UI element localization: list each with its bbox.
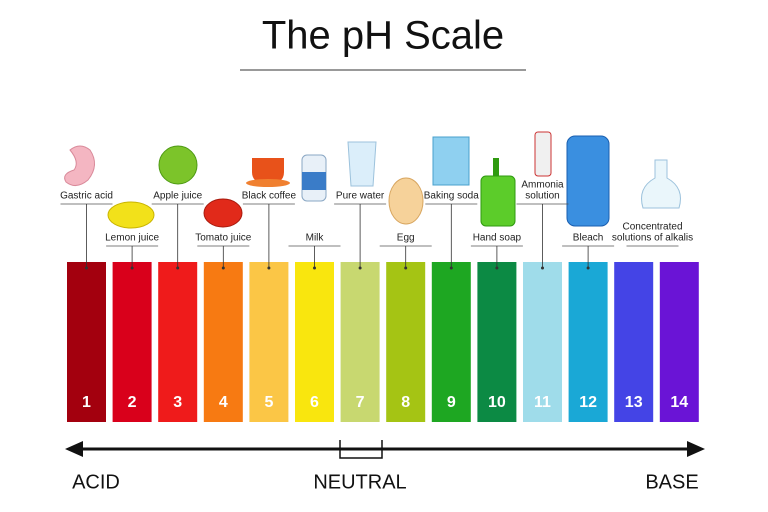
- pointer-dot: [495, 266, 499, 270]
- pointer-dot: [85, 266, 88, 270]
- ph-number: 12: [579, 394, 597, 411]
- egg-icon: [388, 177, 424, 225]
- pointer-dot: [586, 266, 590, 270]
- flask-icon: [641, 159, 681, 209]
- ammonia-icon: [534, 131, 552, 177]
- pointer-dot: [221, 266, 225, 270]
- ph-number: 8: [401, 394, 410, 411]
- bleach-icon: [566, 135, 610, 227]
- example-label: Gastric acid: [60, 191, 113, 202]
- glass-icon: [347, 141, 377, 187]
- ph-number: 10: [488, 394, 506, 411]
- example-label: Pure water: [336, 191, 385, 202]
- example-label: solution: [525, 191, 559, 202]
- example-label: Milk: [306, 233, 325, 244]
- pointer-dot: [404, 266, 408, 270]
- ph-number: 2: [128, 394, 137, 411]
- stomach-icon: [64, 145, 95, 186]
- ph-number: 13: [625, 394, 643, 411]
- saucer-icon: [246, 179, 290, 187]
- example-label: Hand soap: [473, 233, 522, 244]
- ph-bar: [386, 262, 426, 422]
- example-label: Apple juice: [153, 191, 202, 202]
- ph-number: 14: [670, 394, 688, 411]
- neutral-label: NEUTRAL: [313, 471, 406, 493]
- example-label: solutions of alkalis: [612, 233, 693, 244]
- ph-bar: [340, 262, 380, 422]
- icons: [64, 131, 681, 229]
- ph-number: 1: [82, 394, 91, 411]
- ph-number: 11: [534, 394, 551, 411]
- ph-number: 6: [310, 394, 319, 411]
- baking-soda-icon: [432, 136, 470, 186]
- acid-label: ACID: [72, 471, 120, 493]
- cup-icon: [252, 158, 284, 184]
- example-label: Concentrated: [622, 222, 682, 233]
- ph-number: 4: [219, 394, 228, 411]
- milk-label-icon: [302, 172, 326, 190]
- neutral-bracket: [339, 440, 383, 459]
- ph-bar: [614, 262, 654, 422]
- base-label: BASE: [645, 471, 698, 493]
- example-label: Lemon juice: [105, 233, 159, 244]
- ph-bar: [523, 262, 562, 422]
- apple-icon: [158, 145, 198, 185]
- pointer-dot: [449, 266, 453, 270]
- ph-bar: [568, 262, 608, 422]
- ph-bar: [67, 262, 106, 422]
- pointer-dot: [267, 266, 271, 270]
- example-label: Baking soda: [424, 191, 479, 202]
- example-label: Ammonia: [521, 180, 564, 191]
- tomato-icon: [203, 198, 243, 228]
- pointer-dot: [358, 266, 362, 270]
- title: The pH Scale: [262, 14, 504, 58]
- soap-icon: [480, 175, 516, 227]
- ph-bar: [431, 262, 471, 422]
- pointer-dot: [130, 266, 134, 270]
- ph-bar: [477, 262, 517, 422]
- example-label: Black coffee: [242, 191, 297, 202]
- arrow-right: [687, 441, 705, 457]
- lemon-icon: [107, 201, 155, 229]
- ph-number: 9: [447, 394, 456, 411]
- ph-number: 7: [356, 394, 365, 411]
- pointer-dot: [541, 266, 544, 270]
- pointer-dot: [176, 266, 180, 270]
- ph-bar: [659, 262, 699, 422]
- ph-number: 3: [173, 394, 182, 411]
- ph-bar: [203, 262, 243, 422]
- ph-bar: [249, 262, 289, 422]
- example-label: Bleach: [573, 233, 604, 244]
- pointer-dot: [313, 266, 316, 270]
- example-label: Tomato juice: [195, 233, 252, 244]
- ph-bar: [158, 262, 198, 422]
- ph-bar: [295, 262, 334, 422]
- soap-pump-icon: [493, 158, 499, 176]
- arrow-left: [65, 441, 83, 457]
- example-label: Egg: [397, 233, 415, 244]
- ph-bar: [112, 262, 152, 422]
- ph-number: 5: [264, 394, 273, 411]
